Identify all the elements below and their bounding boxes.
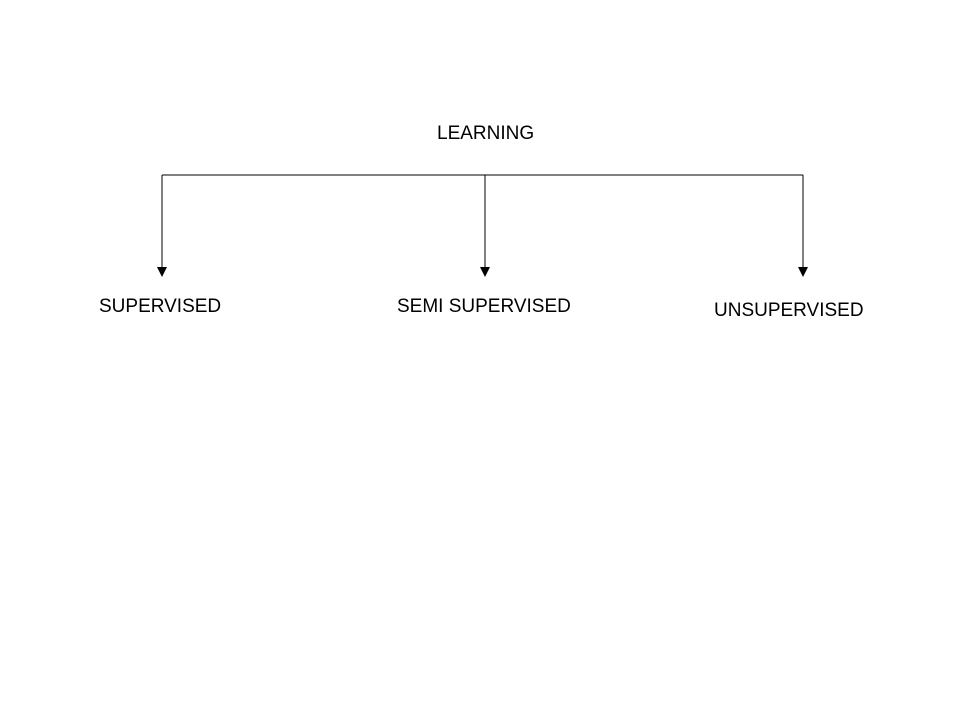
child-node-unsupervised: UNSUPERVISED <box>714 300 864 322</box>
root-node-label: LEARNING <box>437 123 534 145</box>
learning-tree-diagram: LEARNING SUPERVISED SEMI SUPERVISED UNSU… <box>0 0 960 720</box>
child-node-semi-supervised: SEMI SUPERVISED <box>397 296 571 318</box>
child-node-supervised: SUPERVISED <box>99 296 221 318</box>
connector-lines <box>0 0 960 720</box>
